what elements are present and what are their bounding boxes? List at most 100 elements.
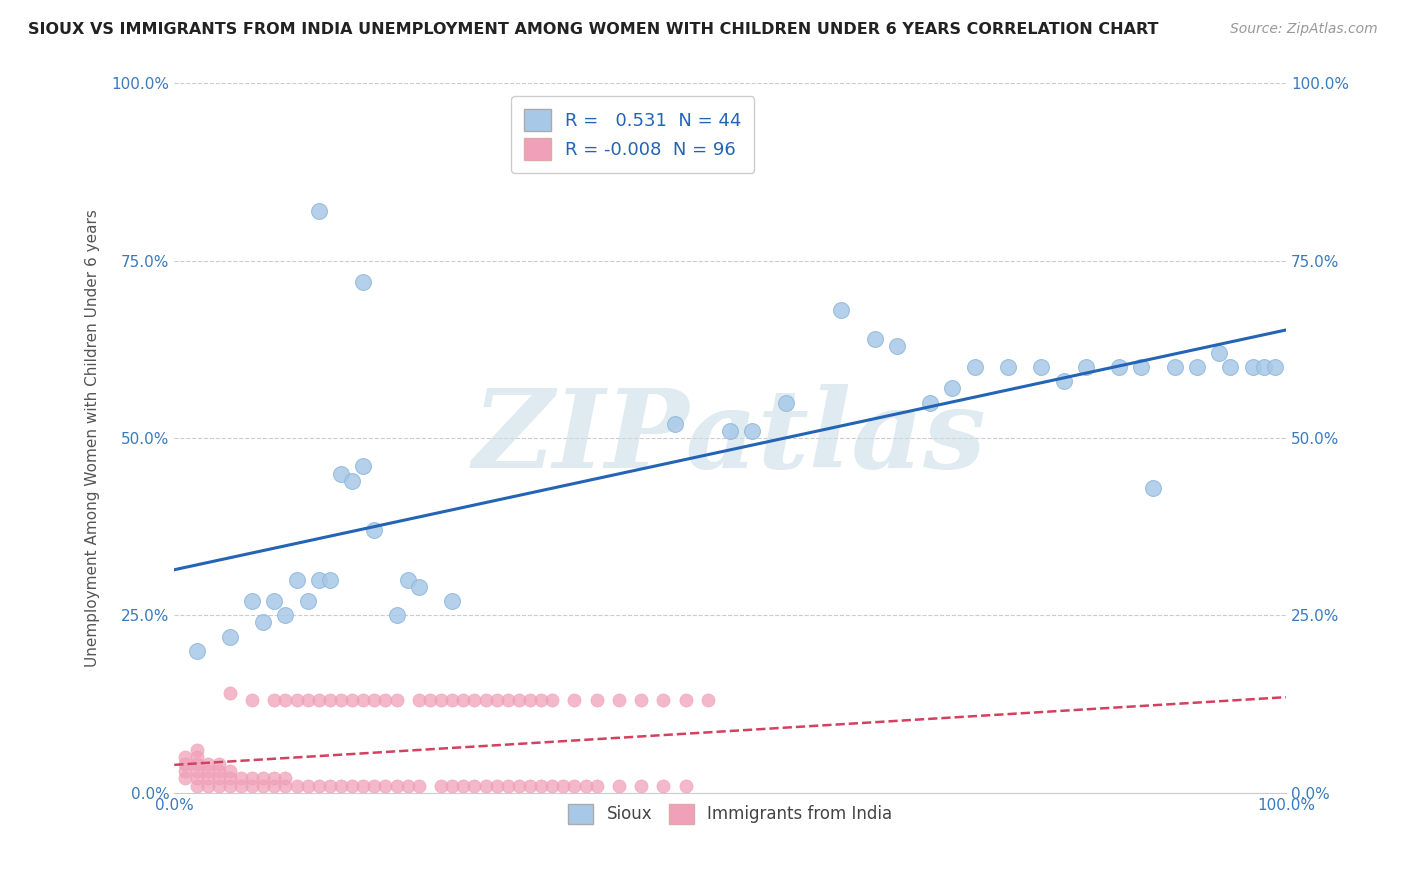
Point bbox=[274, 608, 297, 623]
Point bbox=[274, 693, 297, 707]
Point bbox=[441, 594, 464, 608]
Point bbox=[997, 360, 1019, 375]
Point bbox=[252, 779, 274, 793]
Point bbox=[408, 693, 430, 707]
Point bbox=[496, 693, 519, 707]
Point bbox=[363, 779, 385, 793]
Point bbox=[374, 693, 396, 707]
Point bbox=[385, 779, 408, 793]
Point bbox=[174, 772, 197, 786]
Point bbox=[263, 779, 285, 793]
Point bbox=[863, 332, 886, 346]
Point bbox=[541, 779, 564, 793]
Point bbox=[664, 417, 686, 431]
Point bbox=[396, 779, 419, 793]
Point bbox=[564, 693, 586, 707]
Point bbox=[197, 764, 219, 779]
Point bbox=[240, 693, 263, 707]
Point bbox=[463, 693, 485, 707]
Point bbox=[352, 275, 374, 289]
Point bbox=[530, 693, 553, 707]
Point bbox=[453, 779, 475, 793]
Point bbox=[197, 757, 219, 772]
Point bbox=[396, 573, 419, 587]
Point bbox=[174, 764, 197, 779]
Point bbox=[252, 615, 274, 630]
Point bbox=[652, 693, 675, 707]
Point bbox=[696, 693, 718, 707]
Point bbox=[1130, 360, 1153, 375]
Point bbox=[274, 779, 297, 793]
Point bbox=[585, 779, 607, 793]
Point bbox=[1241, 360, 1264, 375]
Point bbox=[1142, 481, 1164, 495]
Point bbox=[319, 573, 342, 587]
Point bbox=[186, 772, 208, 786]
Point bbox=[308, 693, 330, 707]
Point bbox=[408, 580, 430, 594]
Point bbox=[1074, 360, 1097, 375]
Point bbox=[186, 764, 208, 779]
Point bbox=[285, 693, 308, 707]
Point bbox=[352, 459, 374, 474]
Point bbox=[285, 573, 308, 587]
Point bbox=[941, 381, 963, 395]
Point bbox=[186, 644, 208, 658]
Point bbox=[485, 779, 508, 793]
Point bbox=[474, 693, 496, 707]
Point bbox=[186, 757, 208, 772]
Point bbox=[496, 779, 519, 793]
Point bbox=[574, 779, 596, 793]
Y-axis label: Unemployment Among Women with Children Under 6 years: Unemployment Among Women with Children U… bbox=[86, 209, 100, 667]
Point bbox=[830, 303, 852, 318]
Point bbox=[208, 772, 231, 786]
Point bbox=[319, 693, 342, 707]
Point bbox=[775, 395, 797, 409]
Point bbox=[1264, 360, 1286, 375]
Point bbox=[252, 772, 274, 786]
Text: SIOUX VS IMMIGRANTS FROM INDIA UNEMPLOYMENT AMONG WOMEN WITH CHILDREN UNDER 6 YE: SIOUX VS IMMIGRANTS FROM INDIA UNEMPLOYM… bbox=[28, 22, 1159, 37]
Point bbox=[408, 779, 430, 793]
Point bbox=[218, 686, 240, 700]
Point bbox=[1031, 360, 1053, 375]
Point bbox=[675, 693, 697, 707]
Point bbox=[607, 693, 630, 707]
Point bbox=[208, 779, 231, 793]
Point bbox=[308, 573, 330, 587]
Point bbox=[508, 779, 530, 793]
Point bbox=[174, 757, 197, 772]
Point bbox=[1164, 360, 1187, 375]
Point bbox=[240, 594, 263, 608]
Point bbox=[963, 360, 986, 375]
Point bbox=[474, 779, 496, 793]
Point bbox=[197, 772, 219, 786]
Point bbox=[385, 693, 408, 707]
Point bbox=[718, 424, 741, 438]
Point bbox=[208, 757, 231, 772]
Point bbox=[174, 750, 197, 764]
Point bbox=[363, 523, 385, 537]
Point bbox=[485, 693, 508, 707]
Point bbox=[607, 779, 630, 793]
Point bbox=[330, 693, 353, 707]
Point bbox=[585, 693, 607, 707]
Point bbox=[352, 693, 374, 707]
Point bbox=[519, 693, 541, 707]
Point bbox=[652, 779, 675, 793]
Point bbox=[630, 693, 652, 707]
Point bbox=[519, 779, 541, 793]
Point bbox=[340, 693, 363, 707]
Point bbox=[240, 779, 263, 793]
Point bbox=[263, 772, 285, 786]
Point bbox=[541, 693, 564, 707]
Point bbox=[297, 594, 319, 608]
Point bbox=[385, 608, 408, 623]
Point bbox=[297, 779, 319, 793]
Legend: Sioux, Immigrants from India: Sioux, Immigrants from India bbox=[558, 794, 903, 834]
Point bbox=[340, 474, 363, 488]
Point bbox=[441, 693, 464, 707]
Point bbox=[240, 772, 263, 786]
Point bbox=[441, 779, 464, 793]
Point bbox=[530, 779, 553, 793]
Point bbox=[263, 693, 285, 707]
